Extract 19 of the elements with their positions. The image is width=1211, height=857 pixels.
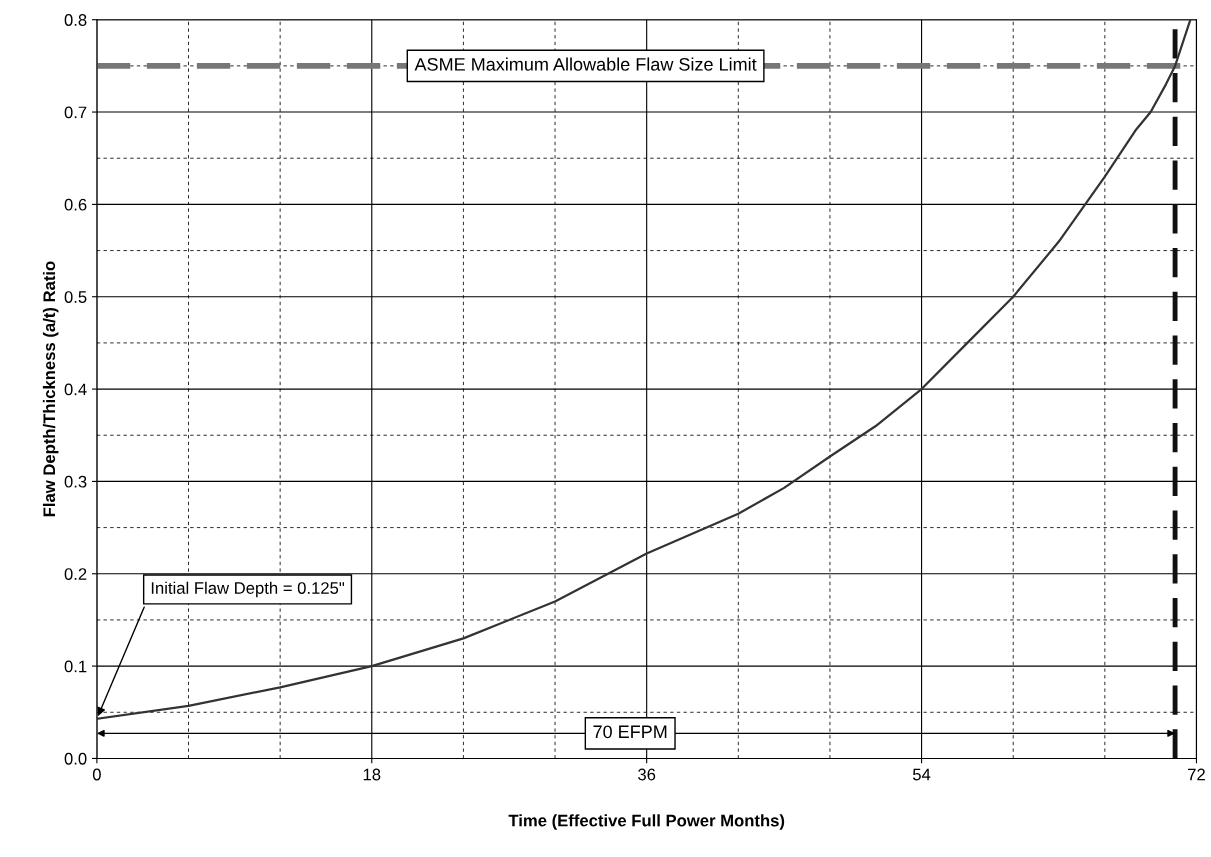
x-tick-label: 54: [912, 768, 931, 781]
x-axis-title: Time (Effective Full Power Months): [508, 814, 785, 830]
ref-line-label: ASME Maximum Allowable Flaw Size Limit: [414, 57, 757, 71]
x-tick-label: 18: [363, 768, 381, 781]
y-tick-label: 0.6: [64, 198, 87, 211]
y-axis-title: Flaw Depth/Thickness (a/t) Ratio: [42, 261, 59, 517]
x-tick-label: 0: [92, 768, 101, 781]
y-tick-label: 0.8: [64, 14, 87, 26]
annotation: 70 EFPM: [593, 725, 667, 739]
annotation: Initial Flaw Depth = 0.125": [151, 581, 345, 598]
y-tick-label: 0.3: [64, 475, 87, 488]
y-tick-label: 0.4: [64, 383, 87, 396]
y-tick-label: 0.7: [64, 106, 87, 119]
y-tick-label: 0.1: [64, 660, 87, 673]
y-tick-label: 0.0: [64, 752, 87, 765]
y-tick-label: 0.2: [64, 568, 87, 580]
y-tick-label: 0.5: [64, 291, 87, 303]
x-tick-label: 72: [1188, 768, 1205, 781]
x-tick-label: 36: [638, 768, 656, 781]
